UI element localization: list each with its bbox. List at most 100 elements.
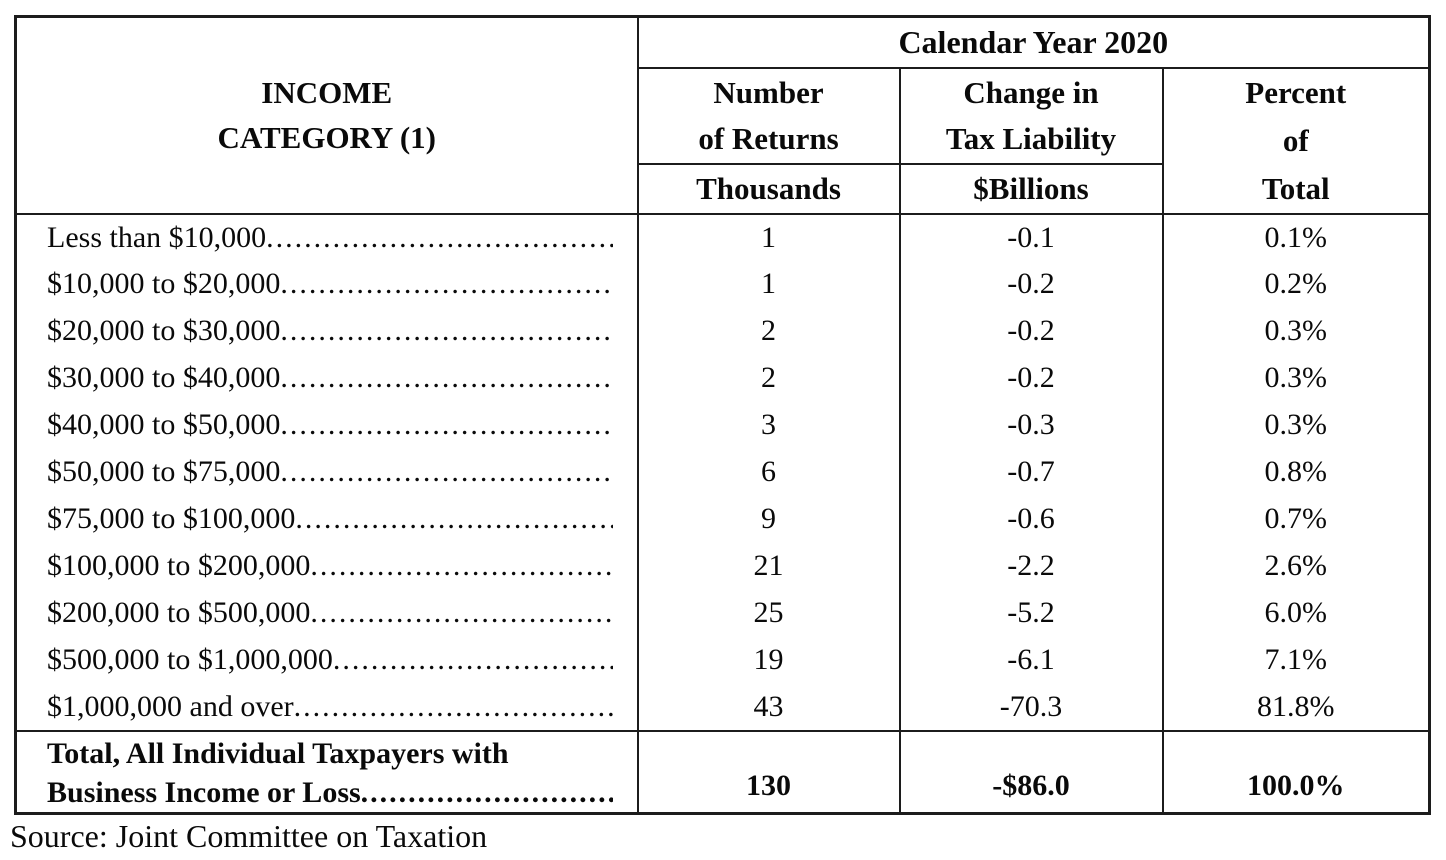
income-category-label: $500,000 to $1,000,000 xyxy=(47,643,333,676)
dot-leader: ........................................… xyxy=(280,361,613,394)
change-value: -70.3 xyxy=(898,683,1163,731)
dot-leader: ........................................… xyxy=(280,267,613,300)
table-row: $40,000 to $50,000......................… xyxy=(16,401,1430,449)
percent-of-total-line3: Total xyxy=(1261,170,1330,206)
returns-value: 6 xyxy=(636,448,900,496)
total-label-line2: Business Income or Loss xyxy=(47,775,361,809)
percent-value: 0.2% xyxy=(1161,260,1430,308)
table-row: $75,000 to $100,000.....................… xyxy=(16,495,1430,543)
income-category-header-line1: INCOME xyxy=(261,75,393,111)
income-category-cell: $500,000 to $1,000,000..................… xyxy=(16,637,638,684)
change-value: -0.2 xyxy=(898,354,1163,402)
percent-value: 0.1% xyxy=(1161,213,1430,261)
total-change-value: -$86.0 xyxy=(898,729,1163,813)
total-row: Total, All Individual Taxpayers with Bus… xyxy=(15,729,1430,813)
dot-leader: ........................................… xyxy=(310,596,612,629)
income-category-label: $30,000 to $40,000 xyxy=(47,361,281,394)
change-value: -0.6 xyxy=(898,495,1163,543)
returns-value: 2 xyxy=(636,307,900,355)
returns-value: 9 xyxy=(636,495,900,543)
percent-value: 6.0% xyxy=(1161,589,1430,637)
income-category-label: $75,000 to $100,000 xyxy=(47,502,296,535)
dot-leader: ........................................… xyxy=(293,689,613,723)
returns-value: 1 xyxy=(636,260,900,308)
change-value: -0.2 xyxy=(898,260,1163,308)
change-value: -6.1 xyxy=(898,636,1163,684)
dot-leader: ........................................… xyxy=(310,549,612,582)
dot-leader: ........................................… xyxy=(280,455,613,488)
income-category-cell: $50,000 to $75,000......................… xyxy=(16,449,638,496)
table-row: $20,000 to $30,000......................… xyxy=(16,307,1430,355)
percent-of-total-line2: of xyxy=(1282,122,1309,158)
income-category-cell: $100,000 to $200,000....................… xyxy=(16,543,638,590)
income-category-cell: $10,000 to $20,000......................… xyxy=(16,261,638,308)
tax-liability-table: INCOME CATEGORY (1) Calendar Year 2020 N… xyxy=(14,15,1432,815)
returns-value: 19 xyxy=(636,636,900,684)
income-category-label: $10,000 to $20,000 xyxy=(47,267,281,300)
percent-value: 0.3% xyxy=(1161,401,1430,449)
change-value: -5.2 xyxy=(898,589,1163,637)
percent-value: 81.8% xyxy=(1161,683,1430,731)
table-row: $10,000 to $20,000......................… xyxy=(16,260,1430,308)
source-attribution: Source: Joint Committee on Taxation xyxy=(10,818,488,854)
change-value: -0.7 xyxy=(898,448,1163,496)
billions-unit-header: $Billions xyxy=(898,163,1163,215)
income-category-header: INCOME CATEGORY (1) xyxy=(15,16,638,215)
thousands-unit-header: Thousands xyxy=(636,163,900,215)
income-category-cell: $30,000 to $40,000......................… xyxy=(16,355,638,402)
dot-leader: ........................................… xyxy=(295,502,612,535)
dot-leader: ........................................… xyxy=(280,408,613,441)
percent-value: 0.3% xyxy=(1161,354,1430,402)
number-of-returns-line2: of Returns xyxy=(698,120,839,156)
income-category-cell: $20,000 to $30,000......................… xyxy=(16,308,638,355)
table-row: Less than $10,000.......................… xyxy=(16,213,1430,261)
total-label-line1: Total, All Individual Taxpayers with xyxy=(47,736,509,770)
returns-value: 3 xyxy=(636,401,900,449)
percent-of-total-header: Percent of Total xyxy=(1161,67,1430,215)
income-category-label: Less than $10,000 xyxy=(47,220,267,254)
change-value: -2.2 xyxy=(898,542,1163,590)
income-category-label: $200,000 to $500,000 xyxy=(47,596,311,629)
income-category-header-line2: CATEGORY (1) xyxy=(217,120,436,156)
income-category-cell: Less than $10,000.......................… xyxy=(16,214,638,261)
percent-value: 0.3% xyxy=(1161,307,1430,355)
number-of-returns-line1: Number xyxy=(713,74,824,110)
change-value: -0.1 xyxy=(898,213,1163,261)
income-category-cell: $200,000 to $500,000....................… xyxy=(16,590,638,637)
total-percent-value: 100.0% xyxy=(1161,729,1430,813)
change-in-tax-liability-line2: Tax Liability xyxy=(945,120,1117,156)
dot-leader: ........................................… xyxy=(360,775,613,809)
table-row: $30,000 to $40,000......................… xyxy=(16,354,1430,402)
table-row: $50,000 to $75,000......................… xyxy=(16,448,1430,496)
percent-of-total-line1: Percent xyxy=(1245,74,1347,110)
income-category-label: $20,000 to $30,000 xyxy=(47,314,281,347)
percent-value: 0.8% xyxy=(1161,448,1430,496)
income-category-cell: $40,000 to $50,000......................… xyxy=(16,402,638,449)
income-category-cell: $1,000,000 and over.....................… xyxy=(16,684,638,731)
number-of-returns-header: Number of Returns xyxy=(636,67,900,165)
table-row: $1,000,000 and over.....................… xyxy=(16,683,1430,731)
returns-value: 21 xyxy=(636,542,900,590)
income-category-cell: $75,000 to $100,000.....................… xyxy=(16,496,638,543)
total-label-cell: Total, All Individual Taxpayers with Bus… xyxy=(15,729,638,813)
table-row: $500,000 to $1,000,000..................… xyxy=(16,636,1430,684)
change-in-tax-liability-header: Change in Tax Liability xyxy=(898,67,1163,165)
table-row: $200,000 to $500,000....................… xyxy=(16,589,1430,637)
income-category-label: $1,000,000 and over xyxy=(47,689,294,723)
income-category-label: $50,000 to $75,000 xyxy=(47,455,281,488)
income-category-label: $100,000 to $200,000 xyxy=(47,549,311,582)
table-row: $100,000 to $200,000....................… xyxy=(16,542,1430,590)
returns-value: 43 xyxy=(636,683,900,731)
returns-value: 2 xyxy=(636,354,900,402)
income-category-label: $40,000 to $50,000 xyxy=(47,408,281,441)
returns-value: 1 xyxy=(636,213,900,261)
dot-leader: ........................................… xyxy=(332,643,613,676)
change-value: -0.2 xyxy=(898,307,1163,355)
change-in-tax-liability-line1: Change in xyxy=(963,74,1099,110)
calendar-year-header: Calendar Year 2020 xyxy=(636,16,1430,69)
change-value: -0.3 xyxy=(898,401,1163,449)
percent-value: 2.6% xyxy=(1161,542,1430,590)
total-returns-value: 130 xyxy=(636,729,900,813)
percent-value: 7.1% xyxy=(1161,636,1430,684)
